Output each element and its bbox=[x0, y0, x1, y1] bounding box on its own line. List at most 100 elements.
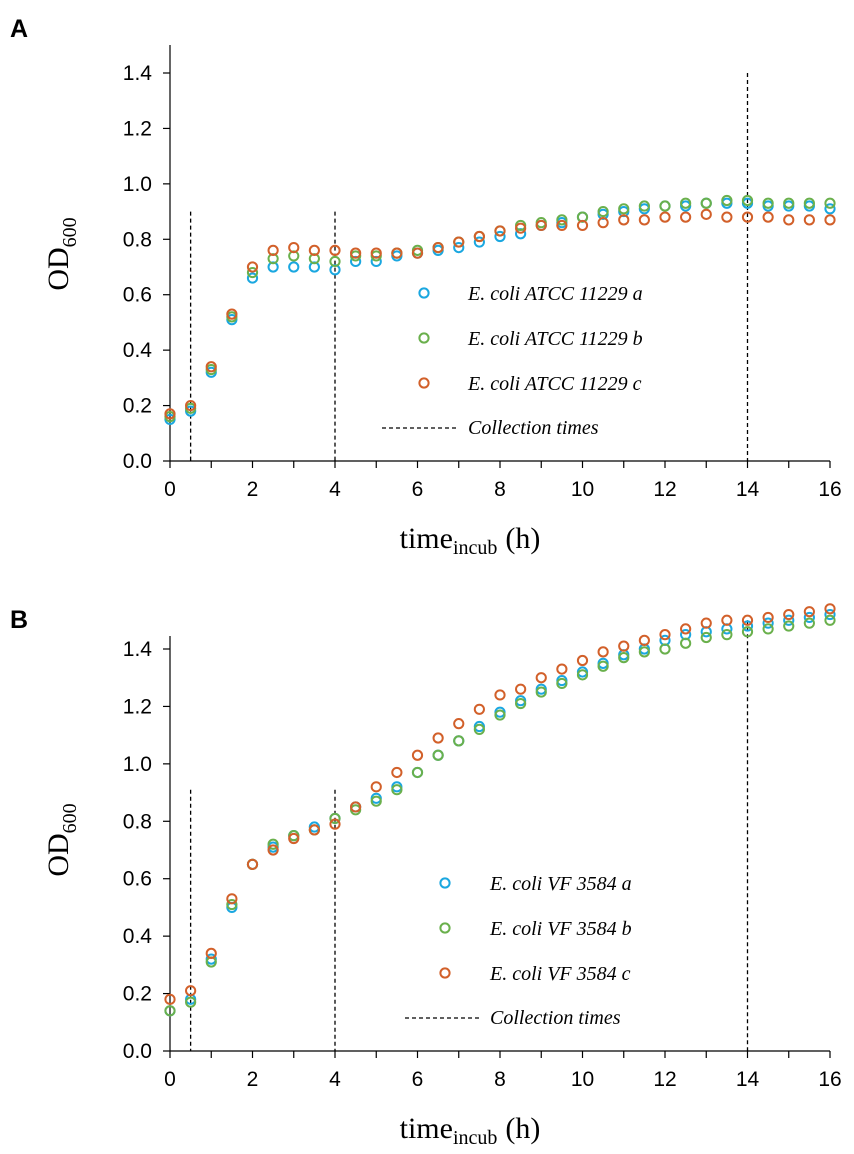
panel-a-point-c bbox=[453, 236, 465, 248]
panel-b-point-c bbox=[783, 608, 795, 621]
panel-a-point-c bbox=[226, 308, 238, 320]
panel-a-point-c bbox=[721, 211, 733, 223]
panel-a-y-tick-label: 0.2 bbox=[123, 395, 152, 418]
legend-b-label-b: E. coli VF 3584 b bbox=[489, 918, 632, 940]
panel-b-point-b bbox=[432, 749, 444, 761]
panel-a-point-c bbox=[535, 219, 547, 232]
panel-b-x-tick-label: 6 bbox=[412, 1068, 424, 1091]
panel-a-x-tick-label: 8 bbox=[494, 478, 506, 501]
panel-a-point-b bbox=[700, 197, 712, 209]
panel-b-point-c bbox=[226, 893, 238, 905]
panel-b-point-b bbox=[824, 614, 836, 626]
panel-a-point-b bbox=[597, 205, 609, 218]
panel-a-point-c bbox=[391, 247, 403, 259]
panel-b-letter: B bbox=[10, 606, 28, 634]
panel-b-x-tick-label: 16 bbox=[818, 1068, 841, 1091]
panel-a-point-b bbox=[783, 197, 795, 209]
panel-b-point-b bbox=[638, 646, 650, 658]
panel-a-point-c bbox=[741, 211, 754, 223]
panel-b-x-tick-label: 0 bbox=[164, 1068, 176, 1091]
panel-a-x-tick-label: 14 bbox=[736, 478, 760, 501]
panel-b-y-tick-label: 0.6 bbox=[123, 868, 152, 891]
panel-b-xlabel-unit: (h) bbox=[505, 1112, 540, 1145]
panel-a-y-tick-label: 0.0 bbox=[123, 450, 152, 473]
panel-a-point-c bbox=[494, 225, 506, 237]
panel-b-point-c bbox=[411, 749, 424, 761]
panel-b-y-tick-label: 1.4 bbox=[123, 638, 153, 661]
panel-b-point-b bbox=[680, 637, 692, 649]
panel-b-point-c bbox=[576, 654, 589, 667]
panel-a-x-tick-label: 10 bbox=[571, 478, 594, 501]
panel-b-point-a bbox=[762, 617, 774, 629]
panel-b-point-b bbox=[226, 898, 238, 911]
panel-b-point-c bbox=[659, 629, 671, 641]
panel-a-xlabel-main: time bbox=[400, 522, 453, 555]
panel-b-point-c bbox=[762, 611, 774, 624]
panel-a-point-b bbox=[246, 266, 259, 279]
panel-b-point-c bbox=[638, 634, 650, 646]
panel-b-point-c bbox=[597, 646, 609, 658]
panel-a-point-a bbox=[288, 261, 300, 273]
legend-a-marker-a bbox=[418, 287, 430, 299]
panel-b-collection-lines bbox=[189, 620, 749, 1051]
panel-b-point-c bbox=[432, 732, 444, 744]
panel-a-x-tick-label: 4 bbox=[329, 478, 341, 501]
legend-a-marker-b bbox=[418, 332, 430, 344]
panel-b-point-c bbox=[329, 818, 341, 830]
svg-text:timeincub(h): timeincub (h) bbox=[400, 1112, 541, 1149]
panel-b-point-c bbox=[535, 672, 547, 684]
panel-a-point-c bbox=[556, 219, 568, 232]
panel-a-point-c bbox=[288, 242, 300, 254]
panel-b-point-c bbox=[494, 689, 506, 701]
panel-b-point-b bbox=[741, 626, 754, 638]
panel-b-y-tick-label: 0.8 bbox=[123, 810, 152, 833]
panel-b-point-c bbox=[721, 614, 733, 626]
panel-b-point-c bbox=[185, 985, 197, 997]
panel-b-point-c bbox=[164, 993, 176, 1005]
panel-b-point-c bbox=[824, 603, 836, 615]
panel-b-y-tick-label: 0.4 bbox=[123, 925, 153, 948]
panel-a-y-tick-label: 0.8 bbox=[123, 228, 152, 251]
panel-b-point-c bbox=[308, 824, 320, 836]
panel-b-point-a bbox=[783, 614, 795, 626]
panel-a-point-a bbox=[453, 242, 465, 254]
panel-a-point-c bbox=[432, 242, 444, 254]
panel-b-point-b bbox=[535, 686, 547, 698]
panel-a-x-tick-label: 0 bbox=[164, 478, 176, 501]
panel-a-point-c bbox=[308, 244, 320, 256]
panel-a-point-c bbox=[576, 219, 589, 232]
panel-a-point-b bbox=[618, 203, 630, 215]
legend-b-label-c: E. coli VF 3584 c bbox=[489, 963, 631, 985]
panel-a-point-b bbox=[329, 255, 341, 268]
panel-b-point-b bbox=[494, 709, 506, 721]
panel-a-x-tick-label: 2 bbox=[247, 478, 259, 501]
legend-a-label-c: E. coli ATCC 11229 c bbox=[467, 373, 642, 395]
panel-a-y-tick-label: 1.0 bbox=[123, 173, 152, 196]
panel-b-y-tick-label: 1.2 bbox=[123, 695, 152, 718]
panel-a-point-c bbox=[267, 244, 279, 256]
panel-a-legend: E. coli ATCC 11229 a E. coli ATCC 11229 … bbox=[382, 283, 643, 439]
panel-b-x-tick-label: 12 bbox=[653, 1068, 676, 1091]
panel-a-point-a bbox=[824, 203, 836, 215]
panel-b-point-c bbox=[205, 947, 217, 959]
panel-a-point-c bbox=[329, 244, 341, 256]
panel-a-point-b bbox=[680, 197, 692, 209]
panel-b-axes: 0.0 0.2 0.4 0.6 0.8 1.0 1.2 1.4 0 2 4 6 8 10 12 14 16 bbox=[123, 636, 842, 1091]
panel-b-xlabel-sub: incub bbox=[453, 1127, 497, 1149]
svg-text:OD600: OD600 bbox=[42, 803, 81, 876]
legend-b-marker-c bbox=[439, 967, 451, 979]
panel-b-point-c bbox=[288, 832, 300, 845]
panel-a-letter: A bbox=[10, 15, 28, 43]
panel-a-point-a bbox=[494, 230, 506, 243]
panel-b-point-b bbox=[473, 723, 485, 736]
panel-b-point-b bbox=[411, 766, 424, 779]
panel-b-point-b bbox=[185, 996, 197, 1008]
panel-a-point-b bbox=[803, 197, 815, 209]
panel-a-axes: 0.0 0.2 0.4 0.6 0.8 1.0 1.2 1.4 0 2 4 6 8 10 12 14 16 bbox=[123, 45, 842, 501]
panel-b-point-c bbox=[680, 623, 692, 635]
panel-a-point-c bbox=[473, 230, 485, 243]
panel-a-collection-lines bbox=[189, 73, 749, 461]
panel-a-ylabel-sub: 600 bbox=[59, 217, 81, 247]
panel-b: B OD600 timeincub (h) 0.0 0.2 0.4 0.6 0.8 1.0 1… bbox=[10, 603, 842, 1149]
